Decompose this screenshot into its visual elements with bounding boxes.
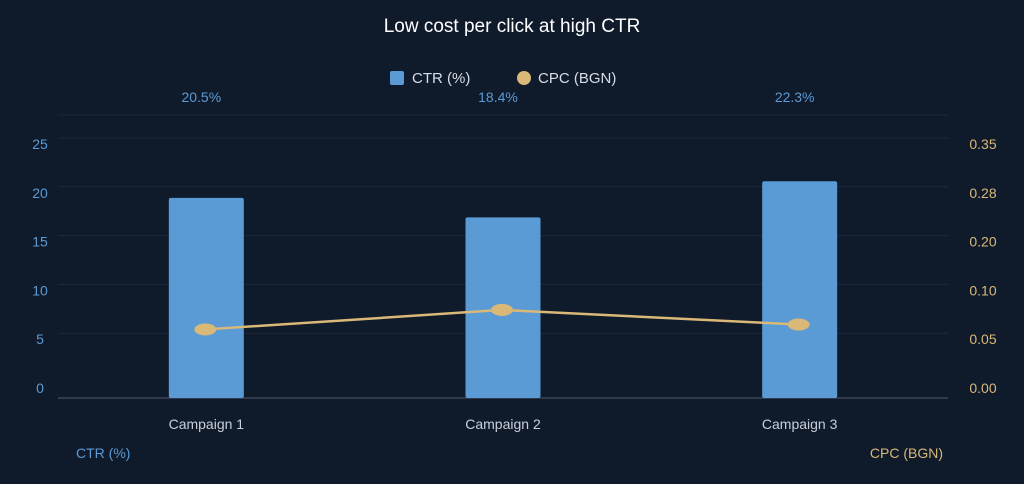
legend-ctr-swatch: [390, 71, 404, 85]
y-right-tick-label: 0.28: [969, 185, 996, 201]
y-left-tick-label: 15: [32, 234, 48, 250]
cpc-point: [194, 323, 217, 336]
bars: [168, 181, 838, 398]
category-label: Campaign 2: [465, 416, 541, 432]
category-label: Campaign 3: [762, 416, 838, 432]
chart-title: Low cost per click at high CTR: [384, 16, 641, 37]
y-right-tick-label: 0.10: [969, 282, 996, 298]
y-left-tick-label: 20: [32, 185, 48, 201]
y-left-tick-label: 25: [32, 136, 48, 152]
cpc-point: [491, 303, 513, 316]
legend-cpc-label: CPC (BGN): [538, 70, 616, 87]
y-axis-right-title: CPC (BGN): [870, 445, 943, 461]
bar-data-label: 18.4%: [478, 89, 518, 105]
y-right-tick-label: 0.35: [969, 136, 996, 152]
y-left-tick-label: 10: [32, 282, 48, 298]
legend: CTR (%) CPC (BGN): [390, 70, 616, 87]
bar-ctr: [168, 197, 244, 398]
y-right-tick-label: 0.05: [969, 331, 996, 347]
bar-data-label: 22.3%: [775, 89, 815, 105]
legend-cpc-swatch: [517, 71, 531, 85]
category-label: Campaign 1: [169, 416, 245, 432]
y-axis-left-title: CTR (%): [76, 445, 130, 461]
y-left-tick-label: 0: [36, 380, 44, 396]
cpc-point: [787, 318, 810, 331]
bar-ctr: [762, 181, 838, 398]
bar-data-label: 20.5%: [181, 89, 221, 105]
y-right-tick-label: 0.20: [969, 234, 996, 250]
y-right-tick-label: 0.00: [969, 380, 996, 396]
labels: 0 0.00 5 0.05 10 0.10 15 0.20 20 0.28 25 0.35 20.5% C…: [32, 89, 997, 432]
y-left-tick-label: 5: [36, 331, 44, 347]
cpc-line: [194, 303, 810, 336]
legend-ctr-label: CTR (%): [412, 70, 470, 87]
